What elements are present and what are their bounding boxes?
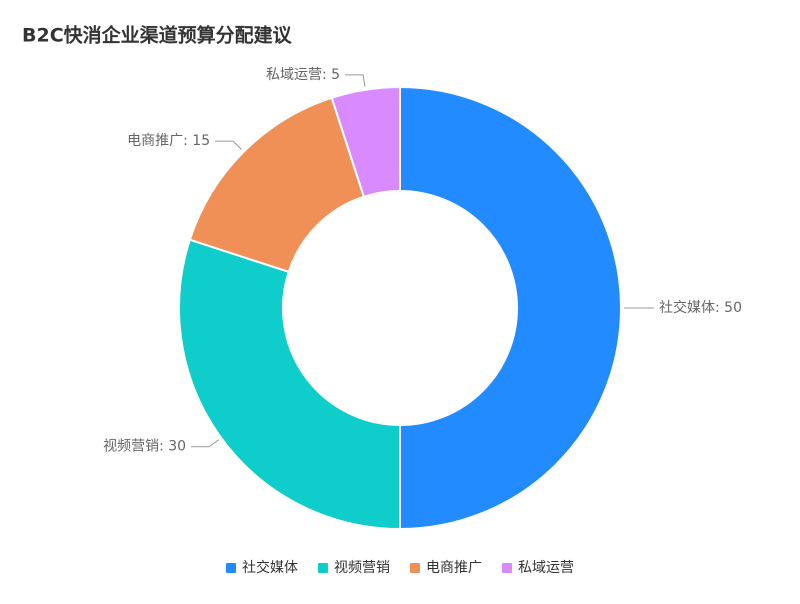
legend-label: 电商推广	[426, 560, 482, 576]
leader-line	[345, 74, 366, 87]
data-label: 电商推广: 15	[127, 133, 210, 149]
donut-segment	[330, 86, 401, 198]
data-label: 视频营销: 30	[103, 439, 186, 455]
chart-title: B2C快消企业渠道预算分配建议	[22, 24, 293, 47]
data-label: 私域运营: 5	[266, 67, 340, 83]
legend-swatch	[410, 563, 420, 573]
leader-line	[215, 140, 242, 150]
data-label: 社交媒体: 50	[659, 299, 742, 316]
leader-line	[191, 439, 220, 448]
legend-swatch	[226, 563, 236, 573]
legend-swatch	[502, 563, 512, 573]
donut-segment	[399, 86, 622, 530]
donut-segment	[178, 238, 401, 530]
legend-swatch	[318, 563, 328, 573]
legend-label: 私域运营	[518, 560, 574, 576]
legend-label: 视频营销	[334, 560, 390, 576]
donut-segment	[188, 96, 365, 273]
legend-label: 社交媒体	[242, 559, 298, 576]
